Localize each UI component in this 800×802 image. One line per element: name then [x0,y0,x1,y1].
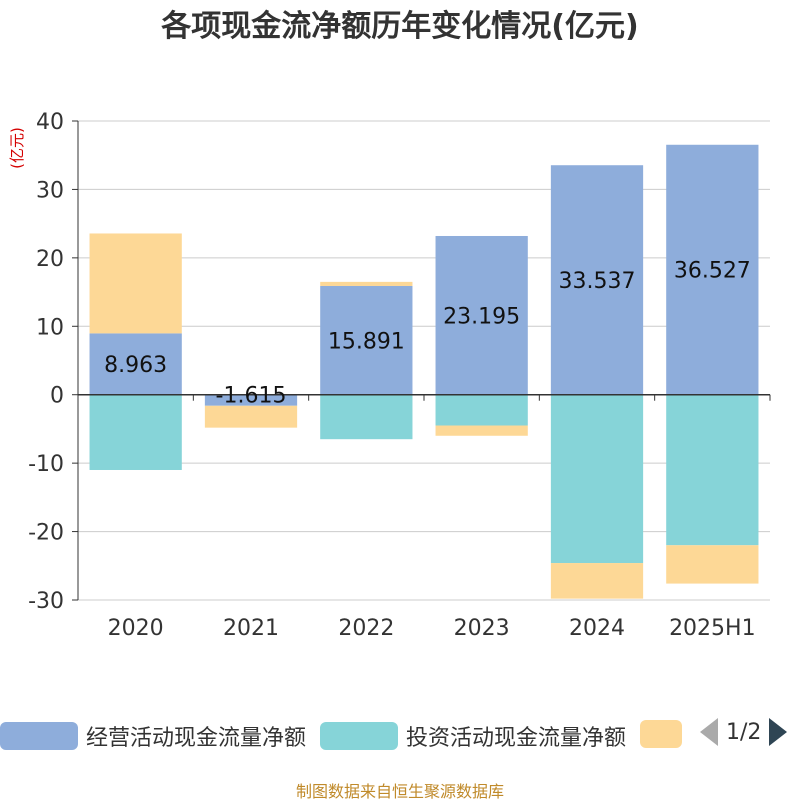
data-labels: 8.963 -1.615 15.891 23.195 33.537 36.527 [104,259,751,409]
bar-operating-2020 [89,333,182,395]
bar-third-2020 [89,233,182,334]
chart-svg: 各项现金流净额历年变化情况(亿元) (亿元) 40 30 20 10 0 -10 -20 -3… [8,9,771,641]
bar-third-2025H1 [666,545,759,584]
legend-pager: 1/2 [700,718,788,746]
y-tick-label: 0 [50,384,64,409]
bar-third-2021 [204,405,298,428]
y-tick-label: 40 [36,110,64,135]
arrow-left-icon[interactable] [700,718,718,746]
x-tick-label: 2022 [338,616,394,641]
x-tick-label: 2023 [454,616,510,641]
y-tick-label: -30 [28,589,64,614]
x-tick-label: 2024 [569,616,625,641]
bar-investing-2020 [89,394,182,470]
y-tick-label: -20 [28,521,64,546]
y-tick-label: 10 [36,315,64,340]
legend-swatch [0,722,78,750]
data-label: 33.537 [559,269,636,294]
legend: 经营活动现金流量净额 投资活动现金流量净额 1/2 [0,716,800,752]
x-tick-label: 2020 [108,616,164,641]
legend-item-third[interactable] [640,720,682,748]
data-label: 23.195 [443,304,520,329]
bar-operating-2024 [550,165,644,395]
data-label: 8.963 [104,353,167,378]
y-axis-unit-label: (亿元) [8,127,26,169]
legend-swatch [640,720,682,748]
arrow-right-icon[interactable] [769,718,788,746]
data-label: -1.615 [216,384,287,409]
legend-page-indicator: 1/2 [726,719,762,745]
legend-label: 投资活动现金流量净额 [406,726,627,751]
bar-investing-2025H1 [666,394,759,546]
bar-operating-2025H1 [666,144,759,395]
legend-swatch [320,722,398,750]
legend-item-investing[interactable]: 投资活动现金流量净额 [320,720,626,752]
bar-third-2022 [320,281,413,286]
y-tick-label: -10 [28,452,64,477]
legend-label: 经营活动现金流量净额 [86,726,307,751]
bar-investing-2022 [320,394,413,440]
axes: 40 30 20 10 0 -10 -20 -30 2020 2021 2022 2023 2024 20… [28,110,771,641]
data-label: 36.527 [674,259,751,284]
bar-operating-2021 [204,394,298,406]
bars [89,144,759,599]
bar-third-2023 [435,425,528,436]
bar-operating-2022 [320,285,413,395]
bar-operating-2023 [435,235,528,395]
x-tick-label: 2025H1 [669,616,756,641]
data-source-footer: 制图数据来自恒生聚源数据库 [295,782,504,801]
data-label: 15.891 [328,329,405,354]
bar-third-2024 [550,563,644,599]
bar-investing-2024 [550,394,644,564]
x-tick-label: 2021 [223,616,279,641]
legend-item-operating[interactable]: 经营活动现金流量净额 [0,720,306,752]
y-tick-label: 20 [36,247,64,272]
grid-lines [78,120,770,601]
bar-investing-2023 [435,394,528,426]
chart-title: 各项现金流净额历年变化情况(亿元) [160,9,638,44]
y-tick-label: 30 [36,178,64,203]
